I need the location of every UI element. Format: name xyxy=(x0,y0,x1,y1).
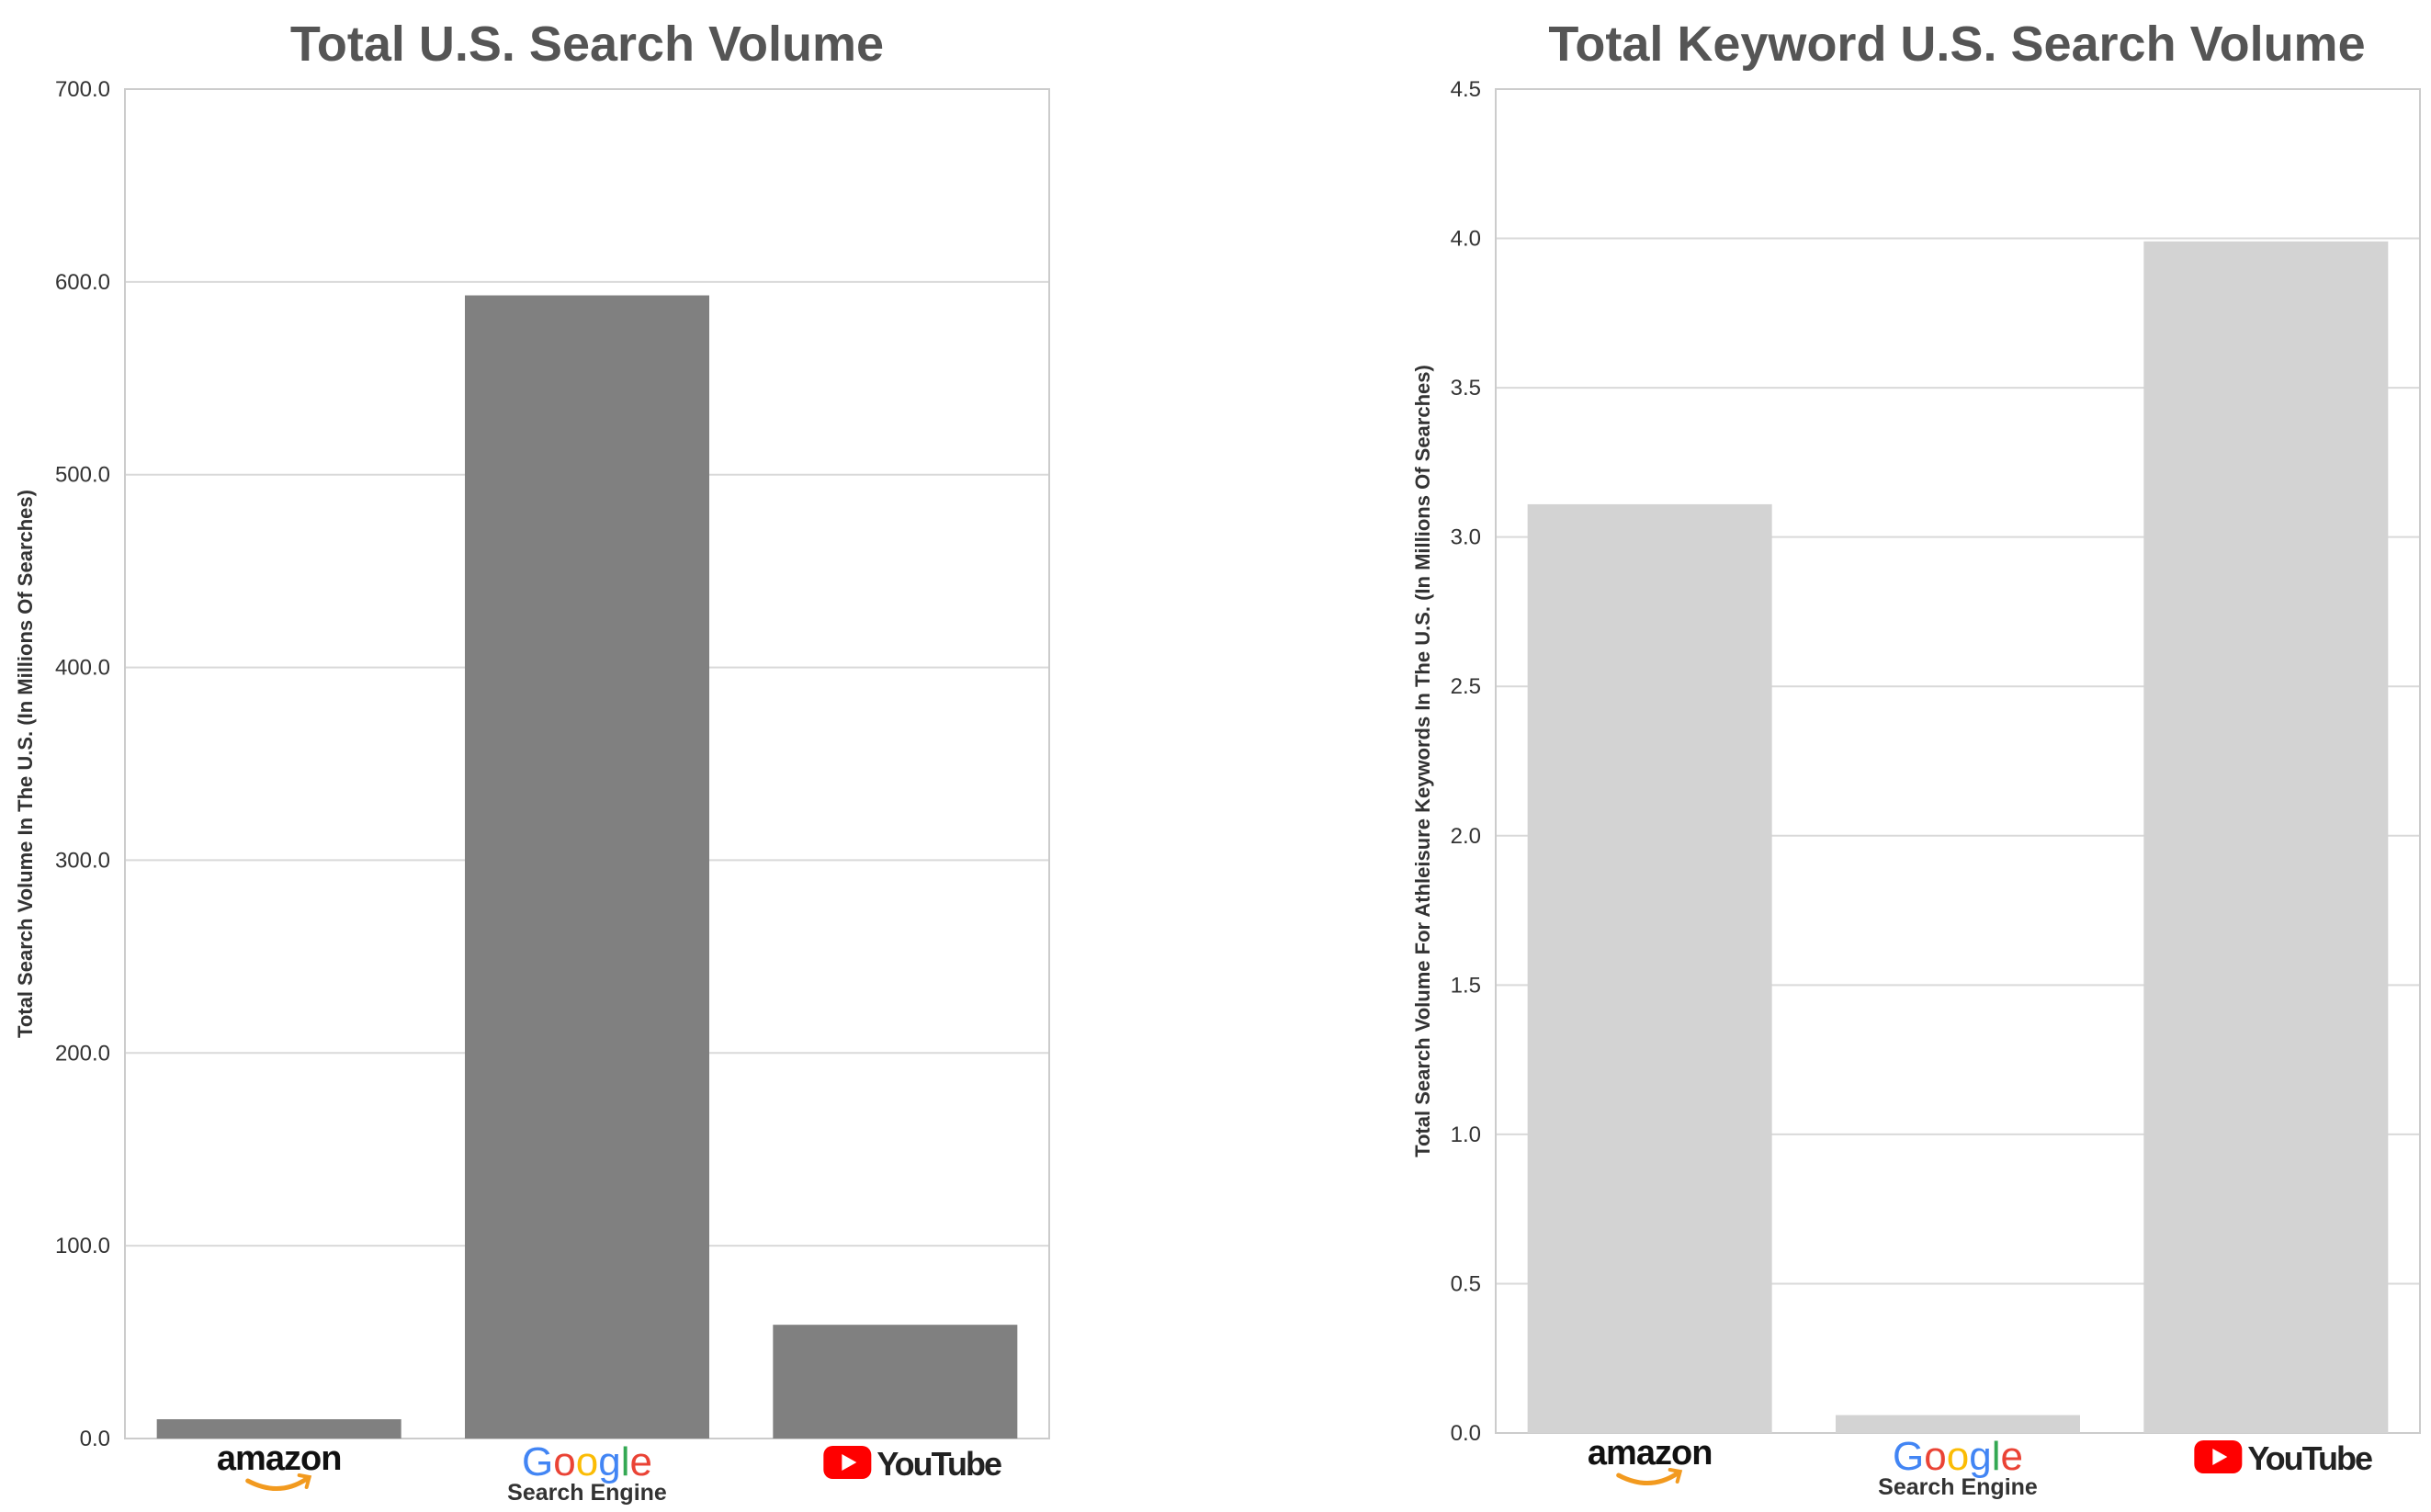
google-letter: l xyxy=(621,1439,630,1484)
google-letter: o xyxy=(576,1439,598,1484)
bar-youtube xyxy=(773,1325,1018,1439)
y-tick-label: 1.0 xyxy=(1451,1123,1481,1147)
google-logo-text: Google xyxy=(522,1439,652,1484)
bar-google xyxy=(1836,1415,2080,1433)
amazon-arrow-head xyxy=(297,1473,312,1489)
y-tick-label: 0.0 xyxy=(80,1427,110,1451)
bar-youtube xyxy=(2143,241,2389,1434)
y-tick-label: 3.5 xyxy=(1451,376,1481,401)
amazon-logo: amazon xyxy=(217,1439,342,1491)
y-tick-label: 200.0 xyxy=(55,1041,110,1066)
y-tick-label: 500.0 xyxy=(55,463,110,488)
y-axis-label: Total Search Volume In The U.S. (In Mill… xyxy=(14,490,37,1038)
x-axis-label: Search Engine xyxy=(507,1480,667,1506)
google-logo-text: Google xyxy=(1893,1434,2023,1479)
amazon-logo: amazon xyxy=(1588,1434,1713,1485)
google-letter: g xyxy=(1969,1434,1991,1479)
y-tick-label: 3.0 xyxy=(1451,525,1481,550)
y-tick-label: 4.5 xyxy=(1451,77,1481,102)
google-letter: G xyxy=(1893,1434,1924,1479)
y-tick-label: 2.5 xyxy=(1451,674,1481,699)
google-logo: Google xyxy=(522,1439,652,1484)
google-logo: Google xyxy=(1893,1434,2023,1479)
chart-title: Total U.S. Search Volume xyxy=(290,17,884,72)
chart-title: Total Keyword U.S. Search Volume xyxy=(1548,17,2365,72)
y-tick-label: 1.5 xyxy=(1451,973,1481,998)
y-tick-label: 700.0 xyxy=(55,77,110,102)
y-tick-label: 0.0 xyxy=(1451,1421,1481,1446)
amazon-arrow-head xyxy=(1668,1468,1683,1484)
amazon-logo-text: amazon xyxy=(217,1439,341,1478)
y-tick-label: 600.0 xyxy=(55,270,110,295)
google-letter: e xyxy=(2000,1434,2022,1479)
bar-amazon xyxy=(156,1419,401,1439)
y-tick-label: 4.0 xyxy=(1451,227,1481,252)
google-letter: g xyxy=(598,1439,620,1484)
y-tick-label: 100.0 xyxy=(55,1234,110,1258)
chart-1: Total U.S. Search Volume 0.0 100.0 200.0 300… xyxy=(14,17,1050,1506)
x-axis-label: Search Engine xyxy=(1878,1474,2038,1500)
y-axis-label: Total Search Volume For Athleisure Keywo… xyxy=(1411,365,1434,1157)
google-letter: G xyxy=(522,1439,553,1484)
amazon-smile-arrow xyxy=(1616,1471,1680,1485)
chart-2: Total Keyword U.S. Search Volume 0.0 0.5 1.… xyxy=(1411,17,2421,1500)
amazon-smile-arrow xyxy=(245,1476,310,1491)
google-letter: o xyxy=(553,1439,575,1484)
google-letter: o xyxy=(1924,1434,1946,1479)
y-tick-label: 2.0 xyxy=(1451,824,1481,849)
bar-google xyxy=(465,295,709,1439)
youtube-logo: YouTube xyxy=(2194,1439,2374,1477)
google-letter: e xyxy=(629,1439,651,1484)
google-letter: o xyxy=(1947,1434,1969,1479)
amazon-logo-text: amazon xyxy=(1588,1434,1712,1473)
y-tick-label: 400.0 xyxy=(55,656,110,681)
y-tick-label: 300.0 xyxy=(55,848,110,873)
bar-amazon xyxy=(1527,503,1772,1433)
youtube-logo-text: YouTube xyxy=(876,1445,1001,1483)
youtube-logo: YouTube xyxy=(823,1445,1003,1483)
y-tick-label: 0.5 xyxy=(1451,1271,1481,1296)
google-letter: l xyxy=(1992,1434,2001,1479)
play-triangle-icon xyxy=(2212,1449,2228,1465)
youtube-logo-text: YouTube xyxy=(2247,1439,2372,1477)
play-triangle-icon xyxy=(842,1454,857,1471)
